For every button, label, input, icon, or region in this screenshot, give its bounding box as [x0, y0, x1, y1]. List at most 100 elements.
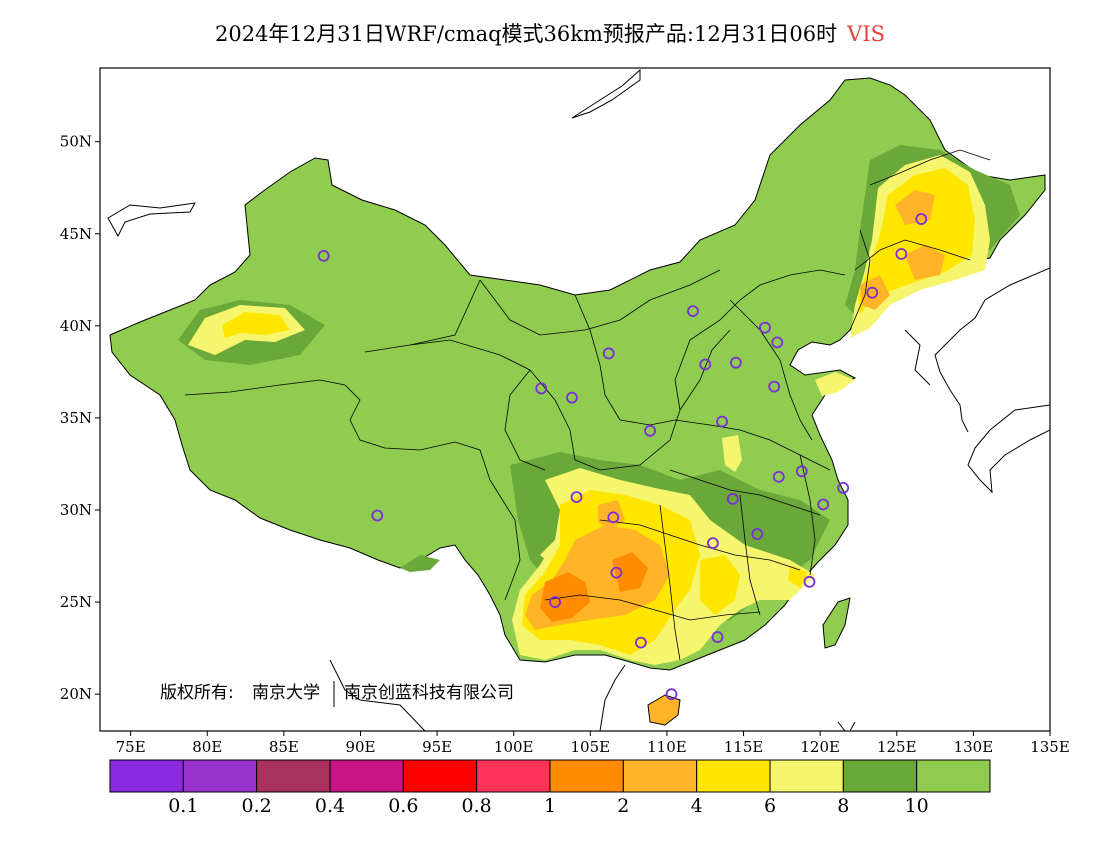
station-marker	[751, 528, 764, 540]
yellow-northeast	[858, 168, 975, 315]
lon-tick-label: 120E	[800, 738, 840, 756]
boundary-hunan-west	[659, 504, 681, 661]
legend-color-box	[402, 759, 478, 793]
latitude-axis: 50N 45N 40N 35N 30N 25N 20N	[60, 133, 100, 703]
station-marker	[837, 481, 850, 494]
station-marker	[716, 415, 728, 428]
station-marker	[602, 347, 615, 360]
legend-label: 10	[905, 795, 929, 817]
station-marker	[570, 491, 583, 504]
legend-color-box	[842, 759, 918, 793]
boundary-neimenggu-east	[759, 269, 846, 286]
legend-label: 0.1	[168, 795, 198, 817]
lon-tick-label: 95E	[422, 738, 452, 756]
neighbor-coastlines	[107, 68, 1050, 731]
boundary-hebei-shandong	[729, 299, 813, 441]
boundary-shaanxi	[574, 284, 761, 471]
map-title: 2024年12月31日WRF/cmaq模式36km预报产品:12月31日06时 V…	[0, 18, 1100, 48]
lon-tick-label: 100E	[494, 738, 534, 756]
lat-tick-label: 45N	[60, 225, 92, 243]
boundary-shanxi	[679, 329, 731, 411]
boundary-henan-anhui	[674, 419, 831, 471]
lon-tick-label: 110E	[647, 738, 687, 756]
longitude-axis: 75E 80E 85E 90E 95E 100E 105E 110E 115E …	[116, 731, 1070, 756]
station-marker	[644, 424, 656, 437]
lon-tick-label: 135E	[1030, 738, 1070, 756]
legend-color-box	[476, 759, 551, 793]
station-marker	[817, 498, 830, 511]
orange-jilin	[905, 245, 945, 280]
legend-label: 0.4	[315, 795, 345, 817]
legend-color-box	[696, 759, 771, 793]
copyright-owner-2: 南京创蓝科技有限公司	[344, 683, 514, 703]
station-marker	[549, 596, 561, 608]
legend-label: 0.6	[388, 795, 418, 817]
station-marker	[607, 511, 620, 524]
boundary-jiangxi-west	[739, 494, 761, 616]
legend-label: 4	[691, 795, 703, 817]
lon-tick-label: 90E	[345, 738, 375, 756]
boundary-hunan-jiangxi	[599, 519, 801, 571]
boundary-jilin	[854, 239, 971, 271]
station-marker	[895, 248, 908, 260]
legend-label: 1	[544, 795, 556, 817]
station-marker	[535, 382, 548, 395]
station-marker	[610, 566, 623, 579]
lat-tick-label: 25N	[60, 593, 92, 611]
lon-tick-label: 85E	[269, 738, 299, 756]
station-marker	[707, 537, 719, 550]
legend-color-box	[549, 759, 624, 793]
coastline-north	[571, 68, 641, 119]
legend-color-box	[916, 759, 991, 793]
boundary-hubei	[669, 469, 821, 516]
legend-color-box	[329, 759, 404, 793]
station-marker	[317, 249, 330, 262]
station-markers	[317, 213, 928, 701]
boundary-guizhou-guangxi	[544, 594, 761, 621]
title-variable: VIS	[847, 22, 886, 46]
boundary-gansu-neimenggu	[479, 269, 721, 336]
taiwan-island	[822, 597, 851, 649]
lon-tick-label: 80E	[192, 738, 222, 756]
legend-color-boxes	[109, 759, 991, 793]
coastline-north-west	[107, 202, 196, 238]
station-marker	[711, 631, 724, 643]
province-boundaries	[184, 149, 991, 661]
station-marker	[726, 493, 739, 505]
station-marker	[803, 575, 816, 588]
legend-label: 0.2	[242, 795, 272, 817]
lat-tick-label: 35N	[60, 409, 92, 427]
station-marker	[768, 380, 781, 393]
legend-color-box	[769, 759, 844, 793]
legend-label: 0.8	[462, 795, 492, 817]
map-plot-area	[100, 68, 1050, 731]
yellow-guangxi	[700, 555, 740, 615]
copyright-prefix: 版权所有:	[160, 683, 234, 703]
light-yellow-shandong	[815, 372, 855, 396]
legend-label: 6	[764, 795, 776, 817]
lat-tick-label: 20N	[60, 685, 92, 703]
station-marker	[759, 321, 771, 334]
visibility-1-2km-guizhou	[612, 552, 648, 592]
coastline-indochina	[599, 664, 626, 731]
station-marker	[371, 509, 384, 522]
station-marker	[771, 336, 784, 349]
coastline-south-sea	[837, 721, 856, 731]
coastline-korea	[934, 267, 1050, 433]
coastline-south-asia	[329, 659, 426, 731]
boundary-gansu-south	[504, 369, 546, 471]
lat-tick-label: 30N	[60, 501, 92, 519]
legend-color-box	[182, 759, 258, 793]
lon-tick-label: 75E	[116, 738, 146, 756]
light-yellow-central	[722, 435, 742, 472]
color-legend: 0.1 0.2 0.4 0.6 0.8 1 2 4 6 8 10	[109, 759, 991, 817]
light-yellow-sichuan	[540, 540, 565, 565]
legend-color-box	[622, 759, 698, 793]
plot-frame	[99, 67, 1051, 732]
coastline-japan	[967, 404, 1050, 494]
boundary-heilongjiang	[869, 149, 991, 186]
orange-liaoning	[860, 275, 890, 310]
hainan-island	[647, 694, 681, 726]
coastline-korea-inner	[904, 329, 931, 386]
